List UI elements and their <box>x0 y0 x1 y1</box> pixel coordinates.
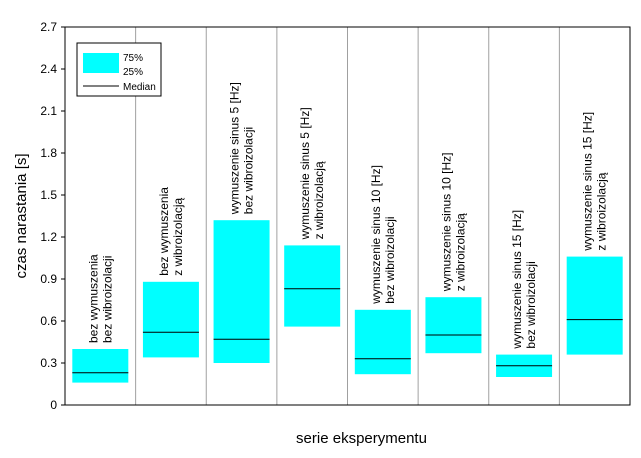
category-label-line: wymuszenie sinus 15 [Hz] <box>510 210 524 350</box>
legend-label-25: 25% <box>123 67 143 78</box>
category-label-line: wymuszenie sinus 5 [Hz] <box>298 107 312 240</box>
category-label-line: wymuszenie sinus 5 [Hz] <box>228 82 242 215</box>
category-label-line: wymuszenie sinus 10 [Hz] <box>369 165 383 305</box>
category-label-8: wymuszenie sinus 15 [Hz] z wibroizolacją <box>581 112 609 252</box>
legend: 75% 25% Median <box>77 43 161 96</box>
category-label-line: bez wibroizolacji <box>100 256 114 343</box>
y-tick-label: 1.2 <box>40 230 57 244</box>
category-label-6: wymuszenie sinus 10 [Hz] z wibroizolacją <box>439 152 467 292</box>
y-tick-label: 0.9 <box>40 272 57 286</box>
y-axis: 0 0.3 0.6 0.9 1.2 1.5 1.8 2.1 2.4 2.7 <box>40 20 65 412</box>
category-label-line: bez wibroizolacji <box>242 127 256 214</box>
category-label-line: z wibroizolacją <box>453 213 467 291</box>
y-tick-label: 1.8 <box>40 146 57 160</box>
y-tick-label: 2.1 <box>40 104 57 118</box>
category-label-line: bez wibroizolacji <box>383 216 397 303</box>
box-5 <box>355 310 411 374</box>
legend-label-75: 75% <box>123 53 143 64</box>
box-3 <box>214 220 270 363</box>
category-label-3: wymuszenie sinus 5 [Hz] bez wibroizolacji <box>228 82 256 215</box>
y-tick-label: 2.4 <box>40 62 57 76</box>
box-4 <box>284 245 340 326</box>
category-label-line: z wibroizolacją <box>312 161 326 239</box>
category-label-2: bez wymuszenia z wibroizolacją <box>157 187 185 276</box>
y-axis-title: czas narastania [s] <box>13 153 30 278</box>
y-tick-label: 0.3 <box>40 356 57 370</box>
box-8 <box>567 257 623 355</box>
legend-label-median: Median <box>123 82 156 93</box>
box-6 <box>425 297 481 353</box>
box-1 <box>72 349 128 383</box>
y-tick-label: 2.7 <box>40 20 57 34</box>
category-separators <box>136 27 560 405</box>
category-label-line: wymuszenie sinus 15 [Hz] <box>581 112 595 252</box>
category-label-line: bez wymuszenia <box>86 254 100 343</box>
category-label-line: z wibroizolacją <box>171 197 185 275</box>
category-label-line: z wibroizolacją <box>595 172 609 250</box>
y-tick-label: 0.6 <box>40 314 57 328</box>
category-label-line: wymuszenie sinus 10 [Hz] <box>439 152 453 292</box>
category-label-4: wymuszenie sinus 5 [Hz] z wibroizolacją <box>298 107 326 240</box>
category-label-5: wymuszenie sinus 10 [Hz] bez wibroizolacj… <box>369 165 397 305</box>
category-label-line: bez wibroizolacji <box>524 261 538 348</box>
category-label-line: bez wymuszenia <box>157 187 171 276</box>
box-2 <box>143 282 199 358</box>
y-tick-label: 0 <box>50 398 57 412</box>
x-axis-title: serie eksperymentu <box>296 430 427 447</box>
y-tick-label: 1.5 <box>40 188 57 202</box>
category-label-1: bez wymuszenia bez wibroizolacji <box>86 254 114 343</box>
category-label-7: wymuszenie sinus 15 [Hz] bez wibroizolacj… <box>510 210 538 350</box>
legend-box-swatch <box>83 53 119 73</box>
